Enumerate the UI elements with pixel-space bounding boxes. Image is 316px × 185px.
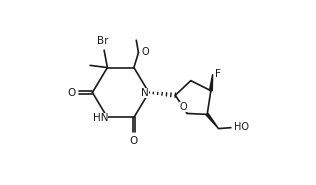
Text: O: O [179, 102, 187, 112]
Polygon shape [210, 74, 213, 91]
Text: O: O [67, 88, 76, 97]
Text: F: F [215, 69, 221, 79]
Text: Br: Br [97, 36, 109, 46]
Text: HN: HN [93, 113, 108, 123]
Text: O: O [141, 47, 149, 57]
Text: O: O [130, 136, 138, 146]
Text: HO: HO [234, 122, 249, 132]
Polygon shape [206, 114, 218, 129]
Text: N: N [141, 88, 149, 97]
